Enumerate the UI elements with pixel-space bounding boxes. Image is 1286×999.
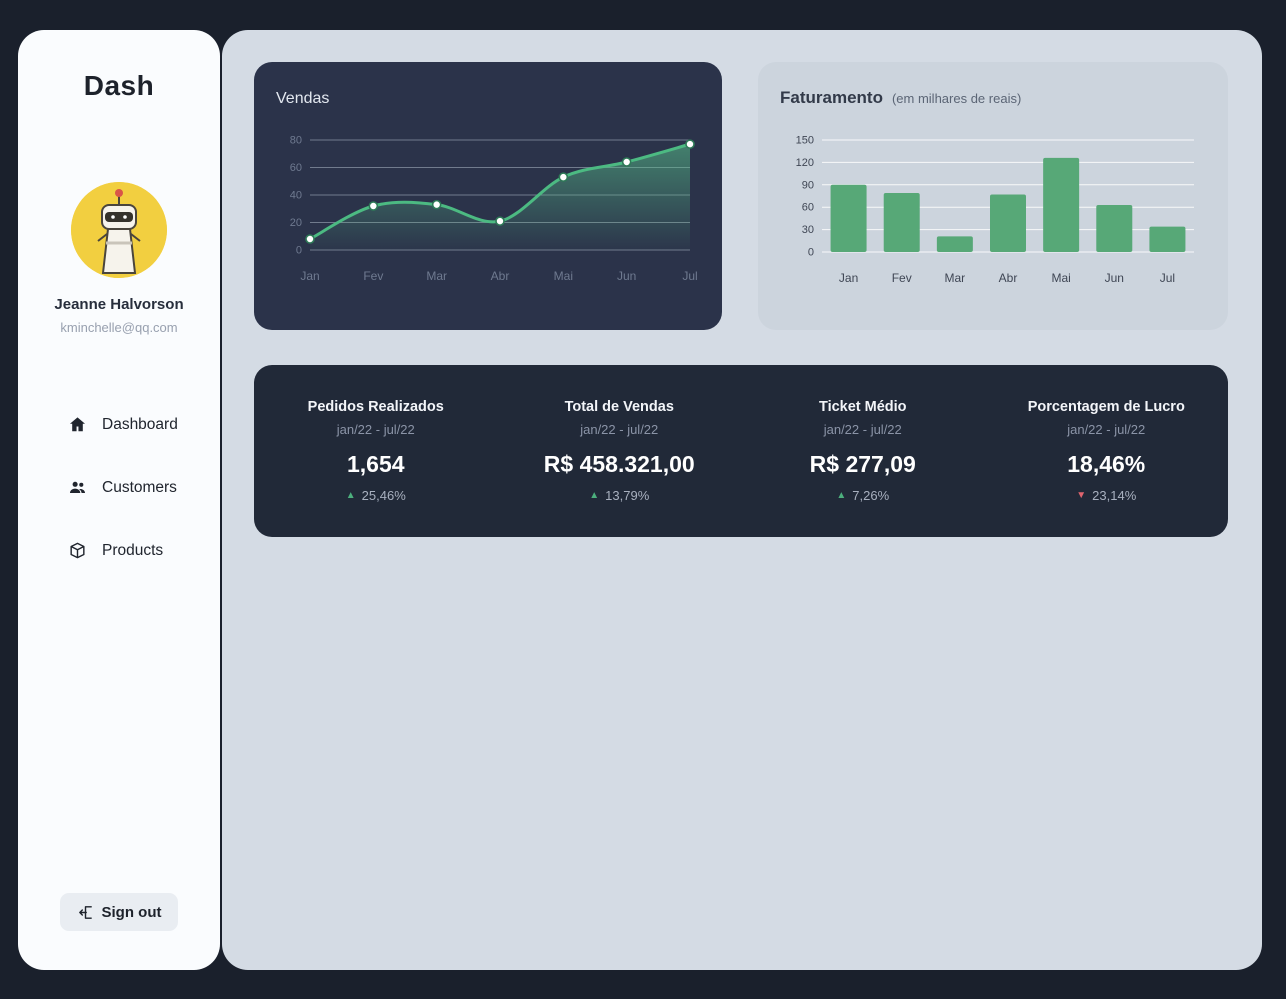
stat-label: Porcentagem de Lucro	[1027, 399, 1185, 415]
stat-card-pedidos: Pedidos Realizados jan/22 - jul/22 1,654…	[254, 399, 498, 503]
svg-text:Jun: Jun	[1105, 271, 1124, 285]
svg-text:0: 0	[296, 245, 302, 257]
stat-label: Pedidos Realizados	[307, 399, 444, 415]
stat-period: jan/22 - jul/22	[1067, 422, 1146, 437]
stat-value: R$ 277,09	[809, 451, 916, 477]
stat-value: 1,654	[346, 451, 405, 477]
sign-out-button[interactable]: Sign out	[60, 893, 178, 931]
sign-out-icon	[77, 904, 94, 921]
faturamento-subtitle: (em milhares de reais)	[891, 91, 1022, 106]
sidebar-item-label: Customers	[102, 478, 177, 496]
faturamento-bar-chart: 0 30 60 90 120 150 Jan Fev Mar Abr Mai Jun Jul	[766, 124, 1220, 294]
svg-text:20: 20	[290, 217, 302, 229]
user-email: kminchelle@qq.com	[60, 320, 178, 335]
svg-text:90: 90	[802, 179, 814, 191]
stat-delta: ▲ 7,26%	[741, 488, 985, 503]
main-content: Vendas 0 20 40 60 80 Jan Fev Mar Abr Mai Jun Jul Fa…	[222, 30, 1262, 970]
svg-text:Mai: Mai	[554, 269, 573, 283]
svg-text:60: 60	[802, 202, 814, 214]
stat-card-ticket-medio: Ticket Médio jan/22 - jul/22 R$ 277,09 ▲…	[741, 399, 985, 503]
svg-text:40: 40	[290, 190, 302, 202]
sidebar-nav: Dashboard Customers	[18, 415, 220, 560]
sidebar-item-dashboard[interactable]: Dashboard	[68, 415, 220, 434]
svg-text:80: 80	[290, 135, 302, 147]
stat-delta-arrow: ▲	[589, 489, 600, 501]
customers-icon	[68, 478, 87, 497]
stat-delta-value: 7,26%	[852, 488, 890, 503]
svg-text:Jul: Jul	[682, 269, 697, 283]
vendas-card: Vendas 0 20 40 60 80 Jan Fev Mar Abr Mai Jun Jul	[254, 62, 722, 330]
svg-text:Mar: Mar	[945, 271, 966, 285]
robot-avatar-illustration	[71, 182, 167, 278]
home-icon	[68, 415, 87, 434]
stat-period: jan/22 - jul/22	[336, 422, 415, 437]
svg-text:60: 60	[290, 162, 302, 174]
stat-delta-value: 25,46%	[361, 488, 406, 503]
svg-text:Jul: Jul	[1160, 271, 1175, 285]
svg-text:Fev: Fev	[363, 269, 383, 283]
svg-text:Fev: Fev	[892, 271, 912, 285]
brand-title: Dash	[83, 70, 155, 101]
svg-text:Jun: Jun	[617, 269, 636, 283]
avatar	[71, 182, 167, 278]
sidebar-item-products[interactable]: Products	[68, 541, 220, 560]
stat-delta-arrow: ▲	[345, 489, 356, 501]
stat-value: 18,46%	[1067, 451, 1146, 477]
faturamento-title: Faturamento	[780, 88, 883, 107]
stat-delta-arrow: ▼	[1076, 489, 1087, 501]
svg-text:150: 150	[796, 135, 814, 147]
stat-value: R$ 458.321,00	[543, 451, 695, 477]
user-name: Jeanne Halvorson	[54, 296, 184, 313]
vendas-title: Vendas	[276, 90, 330, 107]
sidebar: Dash Jeanne Halvorson kminchelle@qq.com	[18, 30, 220, 970]
faturamento-header: Faturamento (em milhares de reais)	[780, 88, 1021, 108]
svg-text:Mar: Mar	[426, 269, 447, 283]
stat-delta-value: 13,79%	[605, 488, 650, 503]
app-frame: Dash Jeanne Halvorson kminchelle@qq.com	[18, 30, 1262, 970]
stat-delta: ▼ 23,14%	[985, 488, 1229, 503]
svg-text:0: 0	[808, 247, 814, 259]
stats-card: Pedidos Realizados jan/22 - jul/22 1,654…	[254, 365, 1228, 537]
stat-period: jan/22 - jul/22	[580, 422, 659, 437]
stat-label: Ticket Médio	[818, 399, 907, 415]
svg-text:30: 30	[802, 224, 814, 236]
stat-delta: ▲ 25,46%	[254, 488, 498, 503]
svg-text:Abr: Abr	[491, 269, 510, 283]
sidebar-item-customers[interactable]: Customers	[68, 478, 220, 497]
stat-label: Total de Vendas	[564, 399, 674, 415]
stat-delta-arrow: ▲	[836, 489, 847, 501]
svg-text:Jan: Jan	[300, 269, 319, 283]
stat-card-porcentagem-lucro: Porcentagem de Lucro jan/22 - jul/22 18,…	[985, 399, 1229, 503]
svg-text:Jan: Jan	[839, 271, 858, 285]
sidebar-item-label: Products	[102, 541, 164, 559]
stat-delta: ▲ 13,79%	[498, 488, 742, 503]
svg-text:Abr: Abr	[999, 271, 1018, 285]
stat-card-total-vendas: Total de Vendas jan/22 - jul/22 R$ 458.3…	[498, 399, 742, 503]
stat-delta-value: 23,14%	[1092, 488, 1137, 503]
sidebar-item-label: Dashboard	[102, 415, 178, 433]
svg-text:Mai: Mai	[1051, 271, 1070, 285]
svg-text:120: 120	[796, 157, 814, 169]
vendas-line-chart: 0 20 40 60 80 Jan Fev Mar Abr Mai Jun Jul	[262, 124, 714, 294]
products-icon	[68, 541, 87, 560]
sign-out-label: Sign out	[101, 903, 162, 921]
stat-period: jan/22 - jul/22	[823, 422, 902, 437]
faturamento-card: Faturamento (em milhares de reais) 0 30 60…	[758, 62, 1228, 330]
